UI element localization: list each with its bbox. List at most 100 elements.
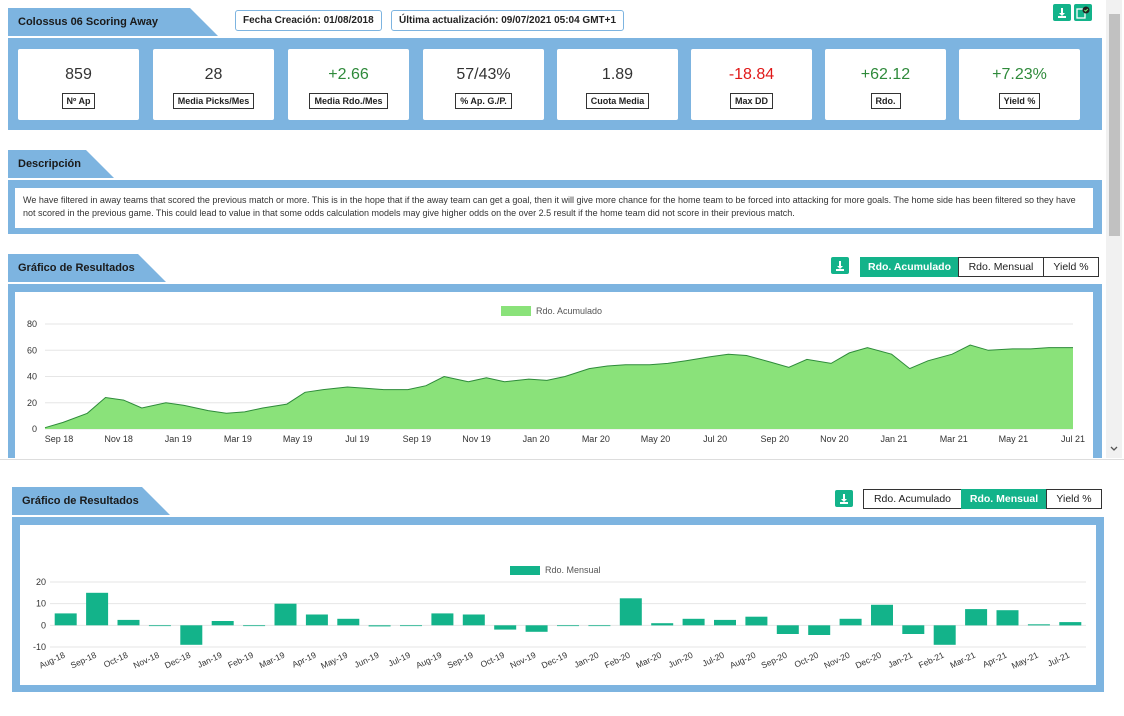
x-tick-label: Jan 20 (523, 434, 550, 444)
scrollbar[interactable] (1106, 0, 1122, 458)
chart1-box: 0 20 40 60 80 Sep 18 Nov 18 Jan 19 Mar 19 May 19 J… (15, 292, 1093, 458)
x-tick-label: Jun-20 (667, 650, 695, 670)
bar (965, 609, 988, 626)
x-tick-label: May 21 (999, 434, 1029, 444)
scroll-thumb[interactable] (1109, 14, 1120, 236)
x-tick-label: Apr-19 (290, 650, 318, 670)
x-tick-label: Jan 21 (881, 434, 908, 444)
x-tick-label: Mar-19 (258, 650, 287, 671)
x-tick-label: Jan 19 (165, 434, 192, 444)
bar (682, 618, 705, 626)
x-tick-label: Apr-21 (981, 650, 1009, 670)
x-tick-label: Mar-20 (634, 650, 663, 671)
stat-card: +2.66 Media Rdo./Mes (288, 49, 409, 120)
x-tick-label: Jul 20 (703, 434, 727, 444)
download-icon (1058, 7, 1066, 18)
x-tick-label: Nov-19 (508, 650, 537, 671)
stat-label: Media Picks/Mes (172, 93, 255, 109)
tab-yield-2[interactable]: Yield % (1046, 489, 1102, 509)
x-tick-label: Aug-20 (728, 650, 757, 671)
bar (714, 619, 736, 626)
bar (588, 625, 611, 627)
x-tick-label: Mar 21 (940, 434, 968, 444)
x-tick-label: Jul-19 (387, 650, 412, 669)
download-icon (840, 493, 848, 504)
x-tick-label: Nov 19 (462, 434, 491, 444)
bar (839, 618, 862, 626)
x-tick-label: Feb-21 (917, 650, 946, 671)
stat-label: Yield % (998, 93, 1041, 109)
bar (871, 604, 893, 626)
scroll-down-icon[interactable] (1110, 446, 1118, 452)
stat-value: 28 (204, 66, 223, 83)
x-tick-label: Jul-20 (701, 650, 726, 669)
bar (996, 610, 1019, 626)
stat-card: +7.23% Yield % (959, 49, 1080, 120)
y-tick-label: 80 (27, 319, 37, 329)
legend-label: Rdo. Mensual (545, 565, 601, 575)
legend-swatch (510, 566, 540, 575)
bar (337, 618, 360, 626)
bar (1059, 622, 1082, 626)
stat-value: +7.23% (992, 66, 1047, 83)
description-text: We have filtered in away teams that scor… (23, 195, 1076, 218)
chart2-download-button[interactable] (835, 490, 853, 507)
bar (243, 625, 266, 627)
bar (494, 625, 517, 630)
stat-label: % Ap. G./P. (455, 93, 512, 109)
stat-card: -18.84 Max DD (691, 49, 812, 120)
bar (400, 625, 422, 627)
y-tick-label: 0 (41, 620, 46, 630)
bar (745, 616, 768, 626)
tab-rdo-mensual[interactable]: Rdo. Mensual (958, 257, 1044, 277)
bar (525, 625, 548, 632)
x-tick-label: May-19 (319, 650, 349, 671)
stat-card: 28 Media Picks/Mes (153, 49, 274, 120)
download-icon (836, 260, 844, 271)
x-tick-label: May-21 (1010, 650, 1040, 671)
stat-label: Media Rdo./Mes (309, 93, 388, 109)
chart2-box: -10 0 10 20 Aug-18 Sep-18 Oct-18 Nov-18 Dec-18 Ja… (20, 525, 1096, 685)
bar (431, 613, 454, 626)
x-tick-label: Dec-18 (163, 650, 192, 671)
tab-yield[interactable]: Yield % (1043, 257, 1099, 277)
follow-button[interactable] (1074, 4, 1092, 21)
x-tick-label: Nov-18 (132, 650, 161, 671)
x-tick-label: Nov 20 (820, 434, 849, 444)
tab-rdo-acumulado[interactable]: Rdo. Acumulado (860, 257, 959, 277)
stat-card: 1.89 Cuota Media (557, 49, 678, 120)
chart1-download-button[interactable] (831, 257, 849, 274)
description-title: Descripción (8, 150, 114, 178)
description-box: We have filtered in away teams that scor… (15, 188, 1093, 228)
stat-label: Rdo. (870, 93, 901, 109)
creation-date: Fecha Creación: 01/08/2018 (235, 10, 382, 31)
bar (557, 625, 579, 627)
bar (54, 613, 77, 626)
area-line (44, 344, 1073, 429)
tab-rdo-mensual-2[interactable]: Rdo. Mensual (961, 489, 1047, 509)
x-tick-label: Aug-18 (37, 650, 66, 671)
section1-title: Gráfico de Resultados (8, 254, 166, 282)
y-tick-label: -10 (33, 642, 46, 652)
bar (776, 625, 799, 634)
x-tick-label: Sep 20 (760, 434, 789, 444)
bar (619, 598, 642, 626)
x-tick-label: Jun-19 (353, 650, 381, 670)
download-button[interactable] (1053, 4, 1071, 21)
x-tick-label: Dec-19 (540, 650, 569, 671)
strategy-title: Colossus 06 Scoring Away Overs (8, 8, 218, 56)
x-tick-label: Nov-20 (822, 650, 851, 671)
tab-rdo-acumulado-2[interactable]: Rdo. Acumulado (863, 489, 962, 509)
x-tick-label: May 20 (641, 434, 671, 444)
x-tick-label: Feb-20 (603, 650, 632, 671)
bar (148, 625, 171, 627)
x-tick-label: Jul 21 (1061, 434, 1085, 444)
x-tick-label: Sep 18 (45, 434, 74, 444)
x-tick-label: Jan-21 (886, 650, 914, 670)
x-tick-label: Sep-20 (760, 650, 789, 671)
stat-card: +62.12 Rdo. (825, 49, 946, 120)
bar (211, 621, 234, 626)
stat-label: Cuota Media (585, 93, 650, 109)
y-tick-label: 20 (27, 398, 37, 408)
legend-label: Rdo. Acumulado (536, 306, 602, 316)
